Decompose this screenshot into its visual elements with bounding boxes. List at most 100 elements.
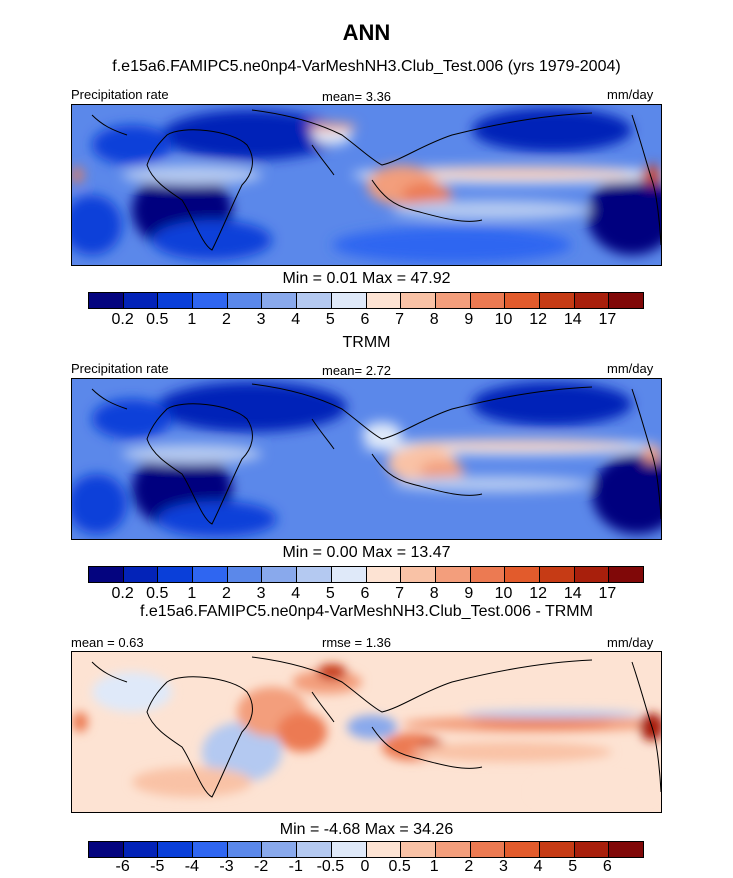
panel-2-colorbar-tick-label: 4 (291, 585, 301, 602)
panel-1-colorbar-tick-label: 3 (256, 311, 266, 328)
panel-1-colorbar-swatch (89, 293, 124, 308)
panel-2-mean-label: mean= 2.72 (322, 363, 392, 378)
panel-3-colorbar-swatch (89, 842, 124, 857)
panel-2-colorbar-swatch (366, 567, 402, 582)
panel-2-colorbar-swatch (609, 567, 643, 582)
panel-2-colorbar-tick-label: 12 (529, 585, 548, 602)
panel-2-colorbar (88, 566, 644, 583)
panel-3-units-label: mm/day (607, 635, 654, 650)
panel-1-minmax: Min = 0.01 Max = 47.92 (282, 270, 451, 287)
panel-2-colorbar-swatch (193, 567, 228, 582)
panel-1-colorbar-tick-label: 7 (395, 311, 405, 328)
panel-1-colorbar-swatch (227, 293, 263, 308)
panel-2-minmax: Min = 0.00 Max = 13.47 (282, 544, 451, 561)
panel-3-colorbar-swatch (297, 842, 332, 857)
panel-3-colorbar-swatch (227, 842, 263, 857)
panel-3-colorbar-tick-label: -5 (150, 858, 165, 875)
panel-1-colorbar-swatch (435, 293, 471, 308)
panel-1-map (71, 104, 662, 266)
panel-2-colorbar-tick-label: 14 (563, 585, 582, 602)
panel-3-colorbar-swatch (401, 842, 436, 857)
panel-3-colorbar-swatch (539, 842, 575, 857)
panel-2-colorbar-swatch (89, 567, 124, 582)
panel-2-colorbar-tick-label: 9 (464, 585, 474, 602)
panel-3-colorbar-swatch (435, 842, 471, 857)
panel-3-colorbar-tick-label: -4 (184, 858, 199, 875)
panel-2-map (71, 378, 662, 540)
panel-2-colorbar-tick-label: 0.2 (111, 585, 134, 602)
panel-1-colorbar-swatch (193, 293, 228, 308)
panel-2-colorbar-swatch (435, 567, 471, 582)
panel-2-colorbar-swatch (505, 567, 540, 582)
panel-3-colorbar-swatch (331, 842, 367, 857)
panel-2-variable-label: Precipitation rate (71, 361, 169, 376)
panel-2-title: TRMM (342, 334, 391, 351)
panel-3-map-field (72, 652, 661, 812)
panel-3-colorbar-swatch (366, 842, 402, 857)
panel-2-colorbar-swatch (158, 567, 194, 582)
panel-2-colorbar-tick-label: 0.5 (146, 585, 169, 602)
panel-3-colorbar-tick-label: 3 (499, 858, 508, 875)
panel-2-colorbar-tick-label: 5 (325, 585, 335, 602)
panel-1-colorbar-tick-label: 14 (563, 311, 582, 328)
panel-2-colorbar-swatch (262, 567, 298, 582)
panel-1-colorbar-tick-label: 0.2 (111, 311, 134, 328)
panel-1-colorbar-tick-label: 10 (494, 311, 513, 328)
panel-3-colorbar-tick-label: 6 (602, 858, 612, 875)
panel-1-colorbar-swatch (331, 293, 367, 308)
panel-1-colorbar-tick-label: 8 (429, 311, 439, 328)
panel-1-colorbar-tick-label: 4 (291, 311, 301, 328)
panel-2-colorbar-swatch (123, 567, 159, 582)
panel-3-colorbar-tick-label: -3 (219, 858, 234, 875)
panel-1-colorbar-swatch (574, 293, 610, 308)
panel-2-map-field (72, 379, 661, 539)
panel-1-colorbar-tick-label: 0.5 (146, 311, 169, 328)
panel-3-colorbar-tick-label: 1 (429, 858, 439, 875)
panel-1-colorbar-tick-label: 6 (360, 311, 370, 328)
panel-1-colorbar-swatch (262, 293, 298, 308)
panel-3-colorbar-tick-label: -6 (115, 858, 130, 875)
panel-3-rmse-label: rmse = 1.36 (322, 635, 392, 650)
panel-2-colorbar-tick-label: 7 (395, 585, 405, 602)
panel-2-units-label: mm/day (607, 361, 654, 376)
panel-1-units-label: mm/day (607, 87, 654, 102)
panel-3-colorbar-swatch (158, 842, 194, 857)
panel-1-variable-label: Precipitation rate (71, 87, 169, 102)
panel-1-colorbar-swatch (539, 293, 575, 308)
panel-1-colorbar-tick-label: 1 (187, 311, 197, 328)
panel-3-colorbar-swatch (609, 842, 643, 857)
panel-3-minmax: Min = -4.68 Max = 34.26 (279, 821, 454, 838)
panel-2-colorbar-swatch (297, 567, 332, 582)
panel-3-colorbar-ticks: -6 -5 -4 -3 -2 -1 -0.5 0 0.5 1 2 3 4 5 6 (88, 858, 642, 878)
panel-1-colorbar-swatch (505, 293, 540, 308)
panel-3-colorbar-tick-label: 5 (568, 858, 578, 875)
panel-1-colorbar-tick-label: 17 (598, 311, 617, 328)
panel-3-colorbar-swatch (505, 842, 540, 857)
panel-3-colorbar-swatch (262, 842, 298, 857)
panel-3-map (71, 651, 662, 813)
panel-3-colorbar-tick-label: 0 (360, 858, 370, 875)
panel-2-colorbar-tick-label: 3 (256, 585, 266, 602)
panel-1-title: f.e15a6.FAMIPC5.ne0np4-VarMeshNH3.Club_T… (112, 58, 621, 75)
panel-1-colorbar-ticks: 0.2 0.5 1 2 3 4 5 6 7 8 9 10 12 14 17 (88, 311, 642, 331)
panel-2-colorbar-swatch (574, 567, 610, 582)
panel-1-colorbar-tick-label: 12 (529, 311, 548, 328)
panel-3-colorbar-tick-label: -1 (288, 858, 303, 875)
panel-3-title: f.e15a6.FAMIPC5.ne0np4-VarMeshNH3.Club_T… (140, 603, 593, 620)
panel-1-colorbar-swatch (123, 293, 159, 308)
panel-2-colorbar-swatch (539, 567, 575, 582)
panel-1-mean-label: mean= 3.36 (322, 89, 392, 104)
panel-1-colorbar-tick-label: 9 (464, 311, 474, 328)
panel-1-map-field (72, 105, 661, 265)
panel-1-colorbar-swatch (366, 293, 402, 308)
panel-3-colorbar-swatch (123, 842, 159, 857)
panel-1-colorbar-tick-label: 2 (222, 311, 231, 328)
panel-1-colorbar-tick-label: 5 (325, 311, 335, 328)
panel-1-colorbar-swatch (470, 293, 506, 308)
panel-1-colorbar-swatch (297, 293, 332, 308)
panel-2-colorbar-tick-label: 2 (222, 585, 231, 602)
panel-3-colorbar-swatch (470, 842, 506, 857)
panel-3-colorbar-swatch (193, 842, 228, 857)
panel-1-colorbar-swatch (609, 293, 643, 308)
panel-1-colorbar (88, 292, 644, 309)
